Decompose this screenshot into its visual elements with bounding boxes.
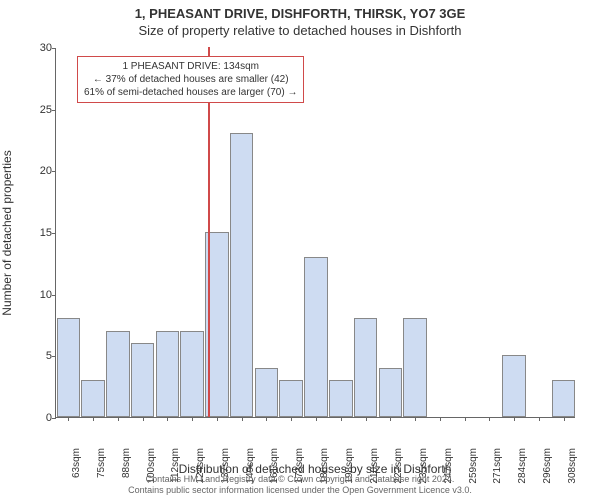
- y-tick-label: 10: [26, 289, 52, 301]
- footer: Contains HM Land Registry data © Crown c…: [0, 474, 600, 496]
- annotation-line3: 61% of semi-detached houses are larger (…: [84, 86, 297, 99]
- y-axis-label: Number of detached properties: [0, 150, 14, 315]
- x-tick-mark: [415, 417, 416, 421]
- x-tick-mark: [242, 417, 243, 421]
- y-tick-label: 25: [26, 104, 52, 116]
- bar: [354, 318, 378, 417]
- annotation-line2: ← 37% of detached houses are smaller (42…: [84, 73, 297, 86]
- y-tick-mark: [52, 110, 56, 111]
- x-tick-mark: [564, 417, 565, 421]
- bar: [329, 380, 353, 417]
- plot-region: 05101520253063sqm75sqm88sqm100sqm112sqm1…: [55, 48, 575, 418]
- bar: [279, 380, 303, 417]
- footer-line2: Contains public sector information licen…: [0, 485, 600, 496]
- bar: [230, 133, 254, 417]
- page-title: 1, PHEASANT DRIVE, DISHFORTH, THIRSK, YO…: [0, 0, 600, 21]
- bar: [180, 331, 204, 417]
- bar: [81, 380, 105, 417]
- y-tick-label: 15: [26, 227, 52, 239]
- bar: [403, 318, 427, 417]
- chart-area: Number of detached properties 0510152025…: [55, 48, 575, 418]
- y-tick-mark: [52, 418, 56, 419]
- x-tick-mark: [440, 417, 441, 421]
- x-tick-mark: [514, 417, 515, 421]
- bar: [552, 380, 576, 417]
- bar: [57, 318, 81, 417]
- x-tick-mark: [341, 417, 342, 421]
- x-tick-mark: [465, 417, 466, 421]
- x-tick-mark: [316, 417, 317, 421]
- x-tick-mark: [489, 417, 490, 421]
- bar: [106, 331, 130, 417]
- x-tick-mark: [539, 417, 540, 421]
- x-tick-mark: [167, 417, 168, 421]
- chart-container: 1, PHEASANT DRIVE, DISHFORTH, THIRSK, YO…: [0, 0, 600, 500]
- x-tick-mark: [118, 417, 119, 421]
- y-tick-label: 5: [26, 350, 52, 362]
- annotation-box: 1 PHEASANT DRIVE: 134sqm ← 37% of detach…: [77, 56, 304, 103]
- y-tick-mark: [52, 48, 56, 49]
- y-tick-mark: [52, 295, 56, 296]
- y-tick-mark: [52, 233, 56, 234]
- x-tick-mark: [93, 417, 94, 421]
- page-subtitle: Size of property relative to detached ho…: [0, 21, 600, 38]
- annotation-line1: 1 PHEASANT DRIVE: 134sqm: [84, 60, 297, 73]
- x-tick-mark: [143, 417, 144, 421]
- x-tick-mark: [266, 417, 267, 421]
- footer-line1: Contains HM Land Registry data © Crown c…: [0, 474, 600, 485]
- bar: [304, 257, 328, 417]
- y-tick-label: 30: [26, 42, 52, 54]
- x-tick-mark: [390, 417, 391, 421]
- x-tick-mark: [366, 417, 367, 421]
- y-tick-mark: [52, 356, 56, 357]
- bar: [156, 331, 180, 417]
- bar: [502, 355, 526, 417]
- x-tick-mark: [217, 417, 218, 421]
- x-tick-mark: [68, 417, 69, 421]
- y-tick-label: 20: [26, 165, 52, 177]
- y-tick-label: 0: [26, 412, 52, 424]
- bar: [379, 368, 403, 417]
- bar: [255, 368, 279, 417]
- x-tick-mark: [192, 417, 193, 421]
- y-tick-mark: [52, 171, 56, 172]
- x-tick-mark: [291, 417, 292, 421]
- bar: [131, 343, 155, 417]
